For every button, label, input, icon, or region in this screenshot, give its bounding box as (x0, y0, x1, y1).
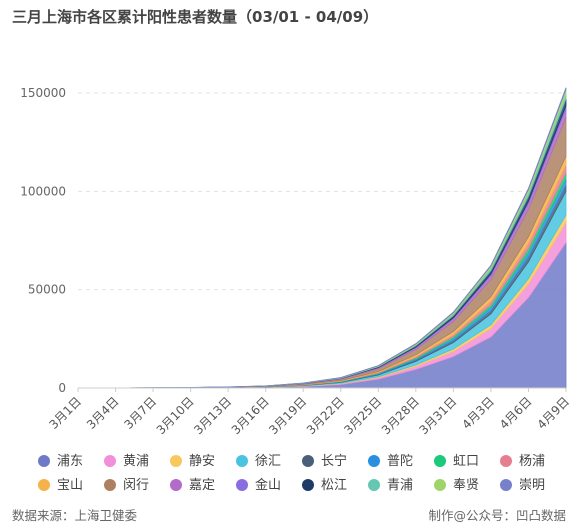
legend-item-松江[interactable]: 松江 (302, 476, 347, 496)
x-tick-label: 3月19日 (266, 394, 309, 437)
y-tick-label: 150000 (20, 86, 66, 100)
legend-swatch (236, 454, 248, 467)
legend-label: 嘉定 (189, 478, 216, 493)
credit: 制作@公众号：凹凸数据 (428, 508, 566, 523)
legend-item-宝山[interactable]: 宝山 (38, 476, 83, 496)
legend-item-青浦[interactable]: 青浦 (368, 476, 413, 496)
legend-swatch (170, 478, 182, 491)
y-tick-label: 50000 (28, 283, 66, 297)
legend-item-崇明[interactable]: 崇明 (500, 476, 545, 496)
y-tick-label: 100000 (20, 184, 66, 198)
x-tick-label: 3月1日 (46, 394, 84, 432)
legend-label: 黄浦 (123, 454, 150, 469)
x-tick-label: 4月6日 (497, 394, 535, 432)
x-tick-label: 3月16日 (229, 394, 272, 437)
legend-swatch (104, 454, 116, 467)
legend-item-奉贤[interactable]: 奉贤 (434, 476, 479, 496)
legend-item-浦东[interactable]: 浦东 (38, 452, 83, 472)
legend-item-长宁[interactable]: 长宁 (302, 452, 347, 472)
x-tick-label: 3月13日 (191, 394, 234, 437)
x-tick-label: 4月9日 (534, 394, 572, 432)
legend-swatch (38, 478, 50, 491)
legend-label: 闵行 (123, 478, 150, 493)
legend-label: 徐汇 (255, 454, 282, 469)
legend-label: 普陀 (387, 454, 414, 469)
legend-swatch (302, 454, 314, 467)
legend-label: 宝山 (57, 478, 84, 493)
x-tick-label: 3月25日 (341, 394, 384, 437)
legend-swatch (368, 478, 380, 491)
chart-title: 三月上海市各区累计阳性患者数量（03/01 - 04/09） (12, 8, 379, 26)
legend-item-徐汇[interactable]: 徐汇 (236, 452, 281, 472)
x-tick-label: 3月4日 (84, 394, 122, 432)
legend-item-闵行[interactable]: 闵行 (104, 476, 149, 496)
legend-swatch (38, 454, 50, 467)
legend-label: 金山 (255, 478, 282, 493)
legend-swatch (302, 478, 314, 491)
legend-swatch (170, 454, 182, 467)
legend-label: 青浦 (387, 478, 414, 493)
legend-label: 虹口 (453, 454, 480, 469)
x-tick-label: 4月3日 (459, 394, 497, 432)
legend-swatch (434, 478, 446, 491)
legend-label: 长宁 (321, 454, 348, 469)
legend-label: 奉贤 (453, 478, 480, 493)
x-tick-label: 3月28日 (379, 394, 422, 437)
legend-item-静安[interactable]: 静安 (170, 452, 215, 472)
x-tick-label: 3月22日 (304, 394, 347, 437)
legend-swatch (104, 478, 116, 491)
x-tick-label: 3月31日 (416, 394, 459, 437)
legend-swatch (500, 454, 512, 467)
area-layer (77, 87, 567, 389)
legend-label: 浦东 (57, 454, 84, 469)
grid-layer (78, 92, 566, 291)
legend-item-杨浦[interactable]: 杨浦 (500, 452, 545, 472)
legend-swatch (500, 478, 512, 491)
legend-swatch (236, 478, 248, 491)
y-tick-label: 0 (58, 381, 66, 395)
legend-swatch (368, 454, 380, 467)
legend-label: 静安 (189, 454, 216, 469)
legend-label: 松江 (321, 478, 348, 493)
legend-item-嘉定[interactable]: 嘉定 (170, 476, 215, 496)
legend-item-普陀[interactable]: 普陀 (368, 452, 413, 472)
data-source: 数据来源：上海卫健委 (12, 508, 138, 523)
legend-item-黄浦[interactable]: 黄浦 (104, 452, 149, 472)
x-tick-label: 3月10日 (154, 394, 197, 437)
legend-label: 崇明 (519, 478, 546, 493)
legend-item-虹口[interactable]: 虹口 (434, 452, 479, 472)
area-series-崇明[interactable] (77, 87, 567, 389)
legend-swatch (434, 454, 446, 467)
legend-item-金山[interactable]: 金山 (236, 476, 281, 496)
legend-label: 杨浦 (519, 454, 546, 469)
